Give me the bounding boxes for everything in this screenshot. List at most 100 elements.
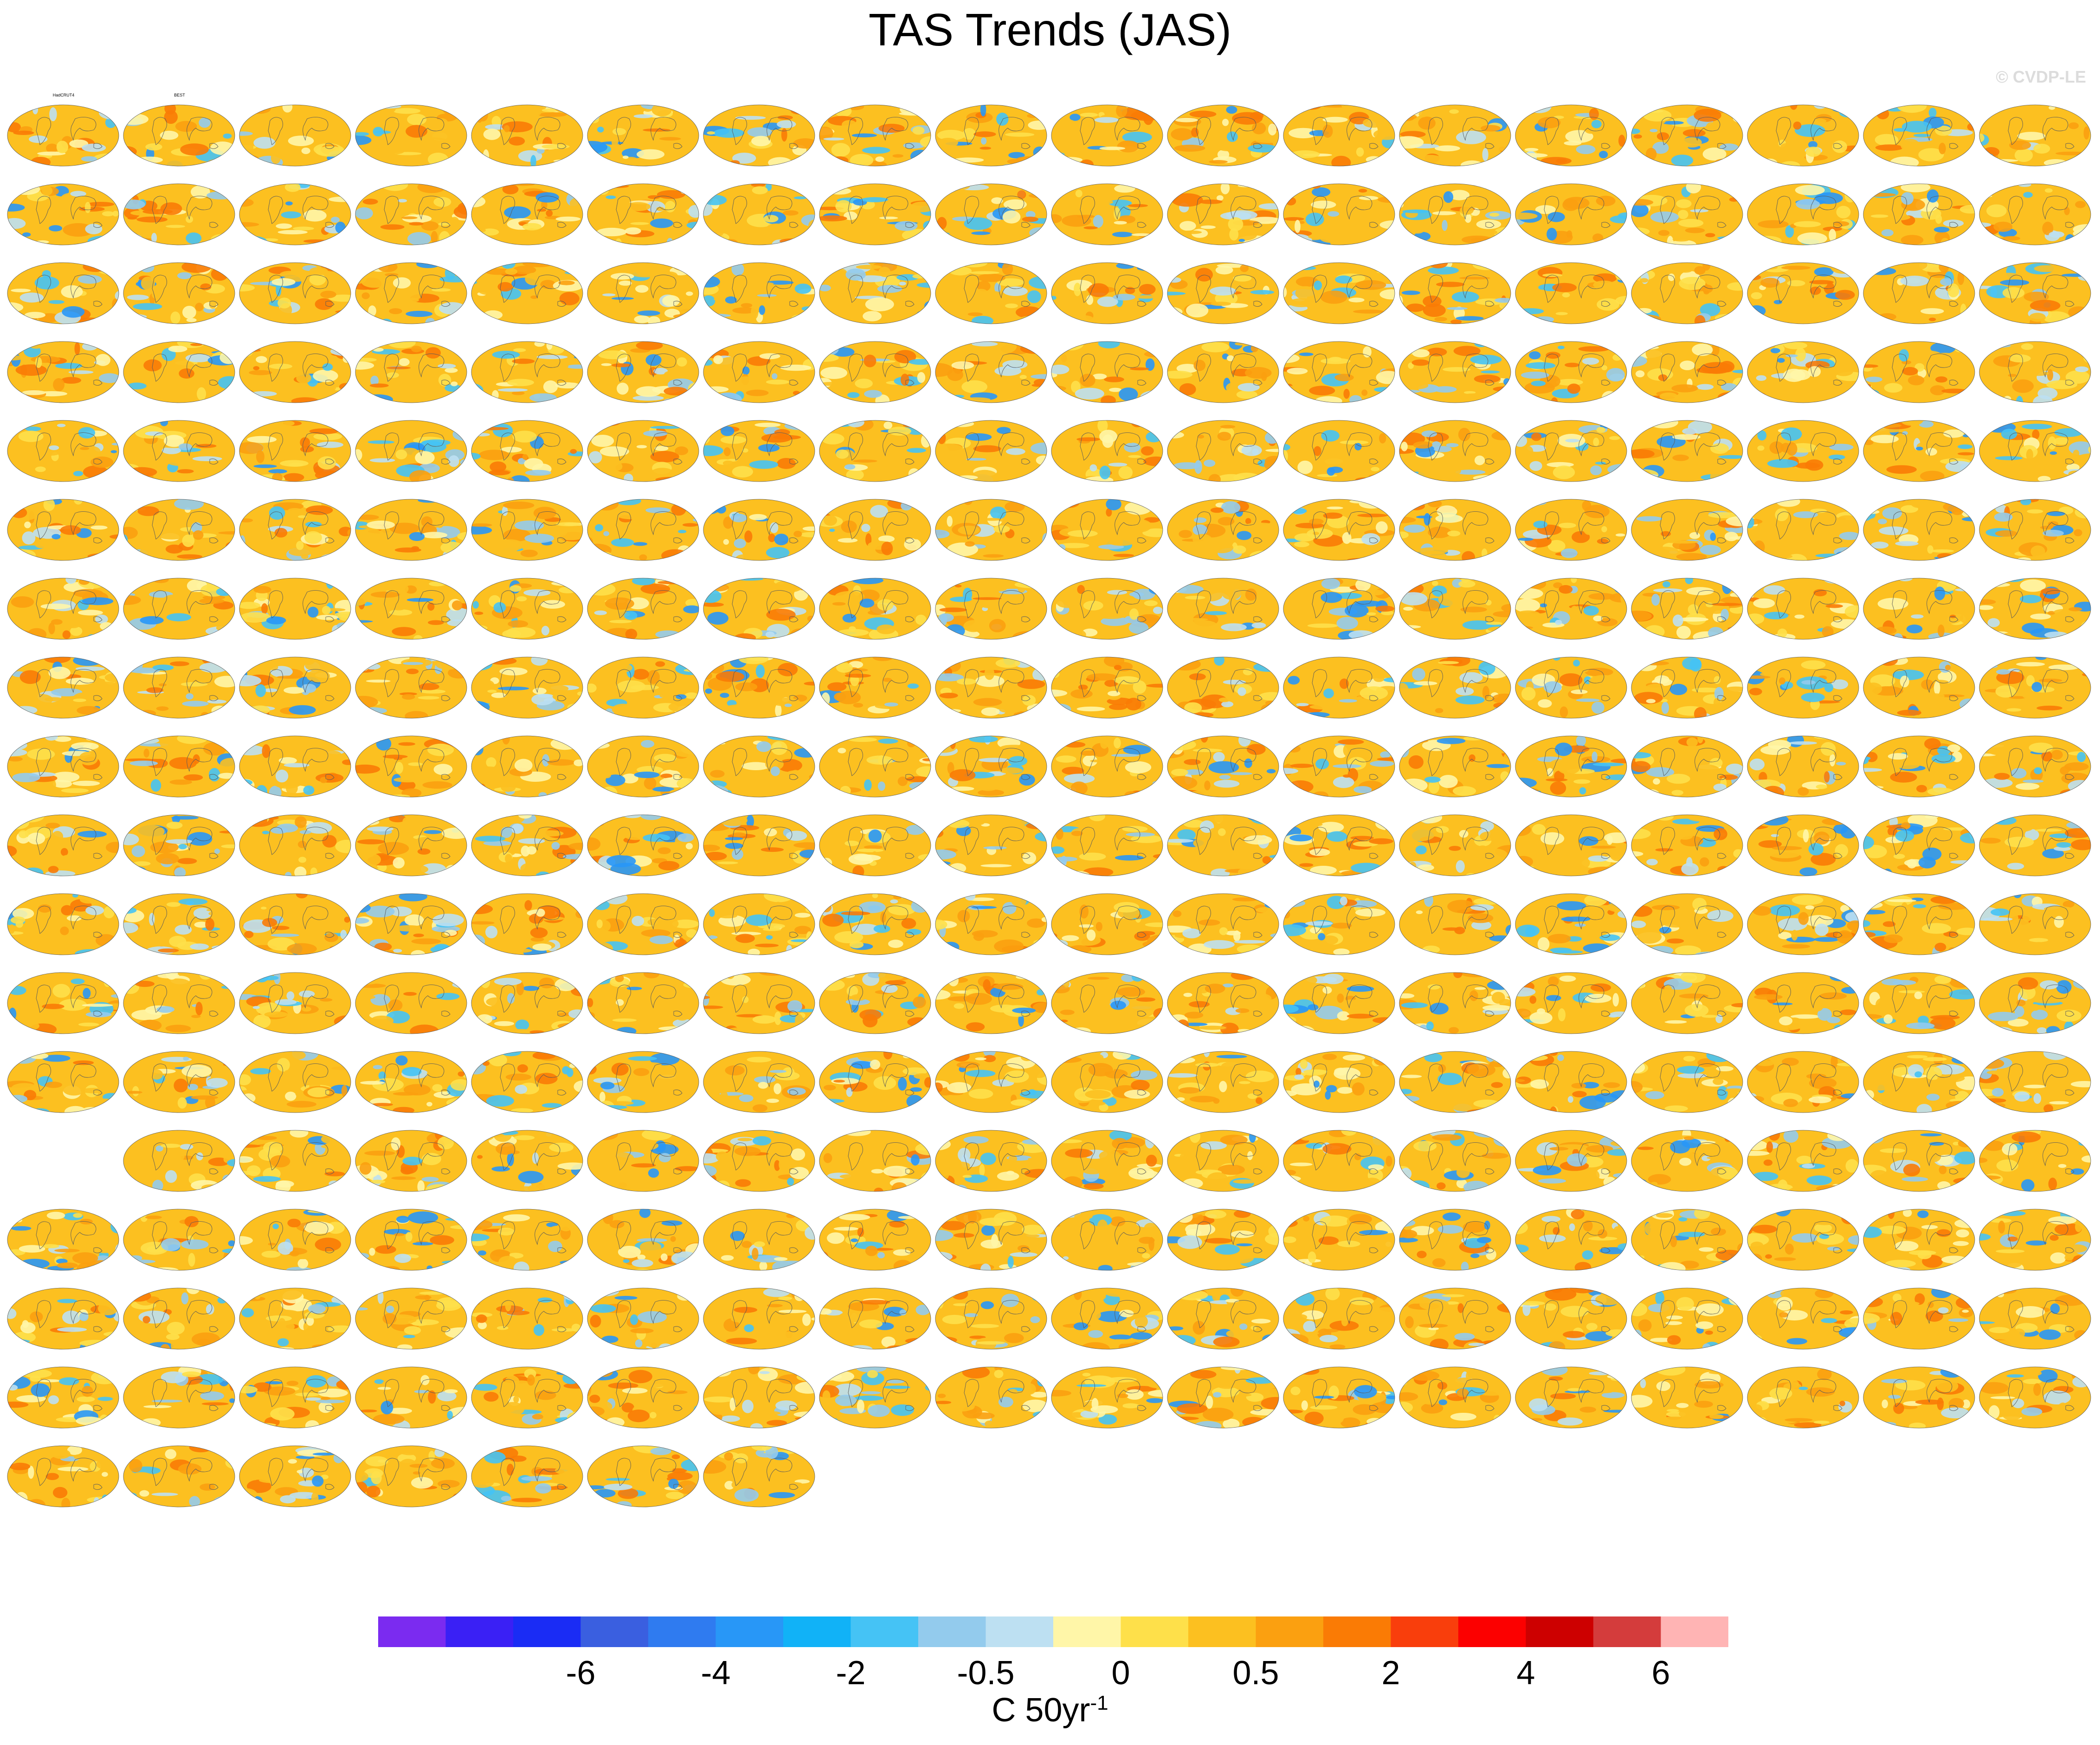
map-panel xyxy=(1862,1118,1978,1197)
map-panel xyxy=(470,566,586,645)
colorbar-swatch xyxy=(1256,1616,1324,1647)
map-panel xyxy=(1978,960,2094,1039)
panel-title: BEST xyxy=(174,93,185,97)
map-panel xyxy=(1630,645,1746,724)
map-panel xyxy=(1630,1039,1746,1118)
map-panel xyxy=(1398,487,1514,566)
map-panel xyxy=(1398,803,1514,882)
map-panel xyxy=(470,408,586,487)
map-panel xyxy=(702,1118,818,1197)
map-panel xyxy=(1862,882,1978,960)
map-panel xyxy=(818,1118,934,1197)
colorbar-swatch xyxy=(445,1616,514,1647)
map-panel xyxy=(1398,1355,1514,1434)
map-panel xyxy=(1746,487,1862,566)
colorbar-tick-label: -6 xyxy=(566,1655,596,1692)
colorbar-swatch xyxy=(918,1616,986,1647)
map-panel xyxy=(1050,329,1166,408)
map-panel xyxy=(586,408,702,487)
map-panel xyxy=(122,724,238,803)
map-panel xyxy=(470,172,586,251)
map-panel xyxy=(6,408,122,487)
map-panel xyxy=(702,408,818,487)
map-panel xyxy=(1282,329,1398,408)
map-panel xyxy=(1630,93,1746,172)
map-panel xyxy=(6,1276,122,1355)
map-panel xyxy=(934,882,1050,960)
map-panel xyxy=(1166,1276,1282,1355)
map-panel xyxy=(1282,1118,1398,1197)
map-panel xyxy=(1746,93,1862,172)
map-panel xyxy=(6,566,122,645)
units-exponent: -1 xyxy=(1090,1692,1108,1714)
map-panel xyxy=(1978,408,2094,487)
colorbar-swatch xyxy=(986,1616,1054,1647)
map-panel xyxy=(1514,93,1630,172)
map-panel xyxy=(1862,487,1978,566)
map-panel xyxy=(702,172,818,251)
map-panel xyxy=(1630,803,1746,882)
map-panel xyxy=(354,329,470,408)
map-panel xyxy=(1050,960,1166,1039)
map-panel xyxy=(1398,1118,1514,1197)
colorbar-swatch xyxy=(648,1616,716,1647)
map-panel xyxy=(586,803,702,882)
map-panel xyxy=(1746,172,1862,251)
map-panel xyxy=(818,93,934,172)
map-panel xyxy=(122,803,238,882)
map-panel xyxy=(122,1355,238,1434)
map-panel xyxy=(934,93,1050,172)
colorbar-swatch xyxy=(1121,1616,1189,1647)
map-panel xyxy=(1630,408,1746,487)
map-panel xyxy=(934,1118,1050,1197)
map-panel xyxy=(818,1355,934,1434)
map-panel xyxy=(1166,803,1282,882)
map-panel xyxy=(6,882,122,960)
map-panel xyxy=(1166,960,1282,1039)
map-panel xyxy=(1978,487,2094,566)
panel-title: HadCRUT4 xyxy=(52,93,75,97)
map-panel xyxy=(122,960,238,1039)
map-panel xyxy=(818,566,934,645)
map-panel xyxy=(934,172,1050,251)
map-panel xyxy=(1166,882,1282,960)
colorbar-labels: -6 -4 -2 -0.5 0 0.5 2 4 6 xyxy=(0,1654,2100,1692)
colorbar-swatch xyxy=(715,1616,784,1647)
map-panel xyxy=(1514,1039,1630,1118)
map-panel xyxy=(354,1434,470,1513)
map-panel xyxy=(1398,172,1514,251)
map-panel xyxy=(1978,1276,2094,1355)
map-panel xyxy=(586,93,702,172)
map-panel xyxy=(1398,329,1514,408)
map-panel xyxy=(238,172,354,251)
map-panel xyxy=(934,566,1050,645)
map-panel xyxy=(354,724,470,803)
map-panel xyxy=(702,1276,818,1355)
map-panel xyxy=(1514,803,1630,882)
map-panel xyxy=(1746,329,1862,408)
map-panel xyxy=(6,724,122,803)
map-panel xyxy=(586,1434,702,1513)
map-panel xyxy=(470,645,586,724)
map-panel xyxy=(1514,172,1630,251)
map-panel xyxy=(1282,882,1398,960)
map-panel xyxy=(1978,566,2094,645)
map-panel xyxy=(1978,803,2094,882)
map-panel xyxy=(818,408,934,487)
map-panel xyxy=(1514,1276,1630,1355)
map-panel xyxy=(586,882,702,960)
map-panel xyxy=(122,1276,238,1355)
map-panel xyxy=(470,1197,586,1276)
map-panel xyxy=(934,251,1050,329)
map-panel xyxy=(1282,1355,1398,1434)
map-panel xyxy=(934,487,1050,566)
map-panel xyxy=(1746,1355,1862,1434)
map-panel xyxy=(1050,645,1166,724)
colorbar-swatch xyxy=(1458,1616,1527,1647)
map-panel xyxy=(1282,172,1398,251)
map-panel xyxy=(470,329,586,408)
map-panel xyxy=(1282,803,1398,882)
map-panel xyxy=(1282,251,1398,329)
map-panel xyxy=(934,645,1050,724)
map-panel xyxy=(702,1197,818,1276)
